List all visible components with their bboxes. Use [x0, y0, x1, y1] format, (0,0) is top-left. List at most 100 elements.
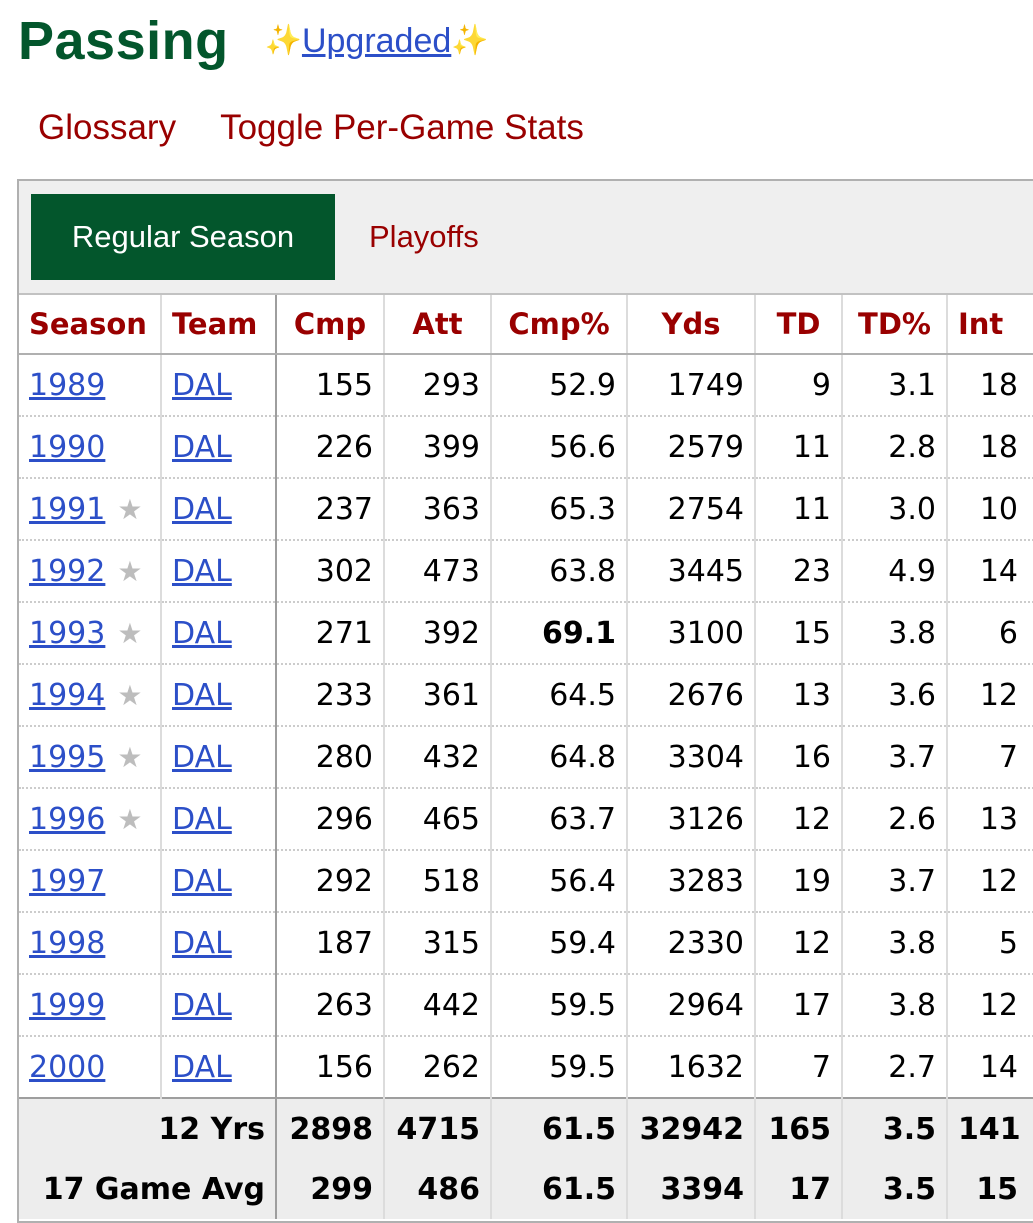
yds-cell: 3126: [627, 788, 756, 851]
tab-playoffs[interactable]: Playoffs: [369, 219, 479, 254]
int-value: 12: [979, 677, 1018, 713]
season-cell: 1993 ★: [19, 602, 162, 665]
team-link[interactable]: DAL: [172, 553, 232, 589]
season-link[interactable]: 1990: [29, 429, 106, 465]
cmp-cell: 263: [276, 974, 385, 1037]
cmp-pct-cell: 59.5: [491, 1036, 628, 1099]
season-cell: 1994 ★: [19, 664, 162, 727]
att-cell: 518: [384, 850, 492, 913]
team-link[interactable]: DAL: [172, 367, 232, 403]
int-cell: 18: [947, 416, 1033, 479]
int-value: 5: [998, 925, 1018, 961]
season-link[interactable]: 1992: [29, 553, 106, 589]
table-row: 1992 ★ DAL 302 473 63.8 3445 23 4.9 14: [19, 540, 1033, 603]
int-cell: 18: [947, 354, 1033, 417]
season-link[interactable]: 2000: [29, 1049, 106, 1085]
table-row: 1999 DAL 263 442 59.5 2964 17 3.8 12: [19, 974, 1033, 1037]
season-link[interactable]: 1999: [29, 987, 106, 1023]
column-header-cmp-pct[interactable]: Cmp%: [491, 295, 628, 355]
team-link[interactable]: DAL: [172, 615, 232, 651]
team-link[interactable]: DAL: [172, 739, 232, 775]
season-link[interactable]: 1995: [29, 739, 106, 775]
team-link[interactable]: DAL: [172, 925, 232, 961]
cmp-cell: 271: [276, 602, 385, 665]
cmp-pct-cell: 69.1: [491, 602, 628, 665]
season-cell: 1992 ★: [19, 540, 162, 603]
cmp-total: 2898: [276, 1097, 385, 1159]
section-title: Passing: [18, 11, 229, 71]
column-header-td-pct[interactable]: TD%: [842, 295, 948, 355]
team-link[interactable]: DAL: [172, 677, 232, 713]
team-cell: DAL: [161, 912, 277, 975]
column-header-att[interactable]: Att: [384, 295, 492, 355]
att-cell: 432: [384, 726, 492, 789]
table-row: 1989 DAL 155 293 52.9 1749 9 3.1 18: [19, 354, 1033, 417]
tab-regular-season[interactable]: Regular Season: [31, 194, 335, 280]
upgraded-link[interactable]: Upgraded: [301, 21, 452, 60]
td-cell: 13: [755, 664, 843, 727]
yds-cell: 3100: [627, 602, 756, 665]
cmp-cell: 302: [276, 540, 385, 603]
season-link[interactable]: 1993: [29, 615, 106, 651]
column-header-season[interactable]: Season: [19, 295, 162, 355]
int-value: 12: [979, 987, 1018, 1023]
season-cell: 2000: [19, 1036, 162, 1099]
cmp-pct-cell: 63.8: [491, 540, 628, 603]
att-cell: 473: [384, 540, 492, 603]
yds-cell: 2754: [627, 478, 756, 541]
column-header-yds[interactable]: Yds: [627, 295, 756, 355]
totals-label: 17 Game Avg: [19, 1159, 277, 1219]
column-header-cmp[interactable]: Cmp: [276, 295, 385, 355]
season-link[interactable]: 1991: [29, 491, 106, 527]
int-value: 7: [998, 739, 1018, 775]
column-header-int[interactable]: Int: [947, 295, 1033, 355]
season-link[interactable]: 1996: [29, 801, 106, 837]
glossary-link[interactable]: Glossary: [38, 108, 177, 147]
section-heading: Passing ✨ Upgraded ✨: [18, 6, 489, 76]
column-header-team[interactable]: Team: [161, 295, 277, 355]
cmp-pct-cell: 65.3: [491, 478, 628, 541]
int-cell: 5: [947, 912, 1033, 975]
season-link[interactable]: 1994: [29, 677, 106, 713]
season-link[interactable]: 1997: [29, 863, 106, 899]
att-cell: 293: [384, 354, 492, 417]
season-cell: 1997: [19, 850, 162, 913]
td-pct-total: 3.5: [842, 1159, 948, 1219]
team-link[interactable]: DAL: [172, 863, 232, 899]
season-cell: 1998: [19, 912, 162, 975]
td-pct-cell: 3.8: [842, 602, 948, 665]
season-link[interactable]: 1989: [29, 367, 106, 403]
team-link[interactable]: DAL: [172, 491, 232, 527]
team-link[interactable]: DAL: [172, 987, 232, 1023]
td-pct-cell: 3.1: [842, 354, 948, 417]
team-link[interactable]: DAL: [172, 801, 232, 837]
cmp-cell: 233: [276, 664, 385, 727]
cmp-pct-cell: 59.5: [491, 974, 628, 1037]
team-link[interactable]: DAL: [172, 1049, 232, 1085]
team-cell: DAL: [161, 478, 277, 541]
table-row: 1996 ★ DAL 296 465 63.7 3126 12 2.6 13: [19, 788, 1033, 851]
int-total: 141: [958, 1111, 1021, 1147]
passing-table: Season Team Cmp Att Cmp% Yds TD TD% Int …: [19, 295, 1033, 1219]
season-link[interactable]: 1998: [29, 925, 106, 961]
td-pct-cell: 3.7: [842, 850, 948, 913]
td-cell: 11: [755, 416, 843, 479]
team-cell: DAL: [161, 354, 277, 417]
int-total: 15: [976, 1171, 1018, 1207]
table-links: Glossary Toggle Per-Game Stats: [38, 108, 584, 148]
yds-cell: 2676: [627, 664, 756, 727]
pro-bowl-star-icon: ★: [117, 740, 143, 774]
toggle-per-game-link[interactable]: Toggle Per-Game Stats: [220, 108, 584, 147]
td-pct-cell: 2.7: [842, 1036, 948, 1099]
table-row: 1997 DAL 292 518 56.4 3283 19 3.7 12: [19, 850, 1033, 913]
cmp-pct-cell: 59.4: [491, 912, 628, 975]
team-link[interactable]: DAL: [172, 429, 232, 465]
int-cell: 7: [947, 726, 1033, 789]
int-value: 12: [979, 863, 1018, 899]
team-cell: DAL: [161, 788, 277, 851]
yds-cell: 3304: [627, 726, 756, 789]
cmp-cell: 237: [276, 478, 385, 541]
column-header-td[interactable]: TD: [755, 295, 843, 355]
int-cell: 14: [947, 540, 1033, 603]
yds-cell: 2330: [627, 912, 756, 975]
